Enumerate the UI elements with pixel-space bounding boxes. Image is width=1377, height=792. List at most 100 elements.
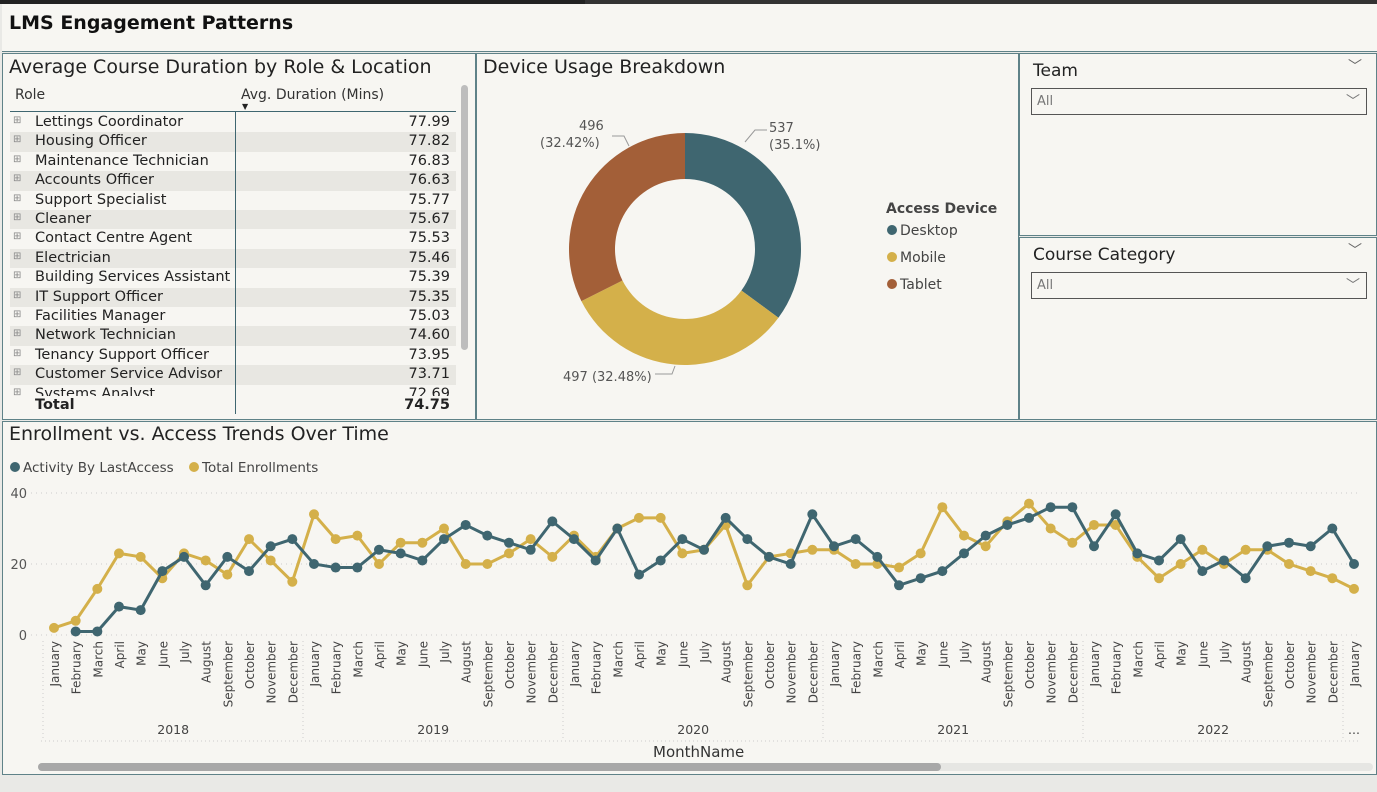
column-header-duration[interactable]: Avg. Duration (Mins) [241,87,385,103]
table-row[interactable]: ⊞ IT Support Officer 75.35 [10,287,456,307]
data-point[interactable] [200,580,211,591]
legend-item-desktop[interactable]: Desktop [887,223,958,239]
legend-item-mobile[interactable]: Mobile [887,250,946,266]
data-point[interactable] [179,551,189,562]
data-point[interactable] [742,534,753,545]
data-point[interactable] [1067,537,1078,548]
data-point[interactable] [785,559,796,569]
data-point[interactable] [1349,583,1359,594]
data-point[interactable] [395,537,406,548]
data-point[interactable] [1089,541,1099,552]
data-point[interactable] [980,541,991,552]
data-point[interactable] [70,626,81,637]
data-point[interactable] [1110,519,1121,530]
data-point[interactable] [1067,502,1078,513]
data-point[interactable] [547,516,558,527]
table-row[interactable]: ⊞ Systems Analyst 72.69 [10,385,456,396]
data-point[interactable] [699,544,709,555]
column-header-role[interactable]: Role [15,87,46,103]
table-row[interactable]: ⊞ Network Technician 74.60 [10,326,456,346]
table-row[interactable]: ⊞ Support Specialist 75.77 [10,191,456,210]
expand-icon[interactable]: ⊞ [13,250,22,262]
data-point[interactable] [634,512,644,523]
data-point[interactable] [569,534,579,545]
data-point[interactable] [439,534,449,545]
expand-icon[interactable]: ⊞ [13,270,22,282]
expand-icon[interactable]: ⊞ [13,134,22,146]
data-point[interactable] [1089,519,1099,530]
table-row[interactable]: ⊞ Maintenance Technician 76.83 [10,152,456,171]
data-point[interactable] [872,551,883,562]
data-point[interactable] [1240,544,1251,555]
data-point[interactable] [460,519,471,530]
team-dropdown[interactable]: All ﹀ [1031,88,1367,115]
table-row[interactable]: ⊞ Cleaner 75.67 [10,210,456,230]
data-point[interactable] [114,548,124,559]
expand-icon[interactable]: ⊞ [13,328,22,340]
data-point[interactable] [309,559,319,569]
data-point[interactable] [634,569,644,580]
data-point[interactable] [1327,573,1338,584]
table-row[interactable]: ⊞ Building Services Assistant 75.39 [10,268,456,287]
table-row[interactable]: ⊞ Accounts Officer 76.63 [10,171,456,191]
data-point[interactable] [677,534,688,545]
data-point[interactable] [1154,555,1164,566]
data-point[interactable] [764,551,774,562]
expand-icon[interactable]: ⊞ [13,309,22,320]
data-point[interactable] [1305,566,1316,577]
data-point[interactable] [222,569,233,580]
expand-icon[interactable]: ⊞ [13,367,22,379]
table-row[interactable]: ⊞ Tenancy Support Officer 73.95 [10,346,456,365]
data-point[interactable] [265,541,276,552]
data-point[interactable] [330,534,341,545]
data-point[interactable] [1132,548,1143,559]
data-point[interactable] [1175,534,1186,545]
data-point[interactable] [114,601,124,612]
data-point[interactable] [1284,537,1294,548]
data-point[interactable] [547,551,558,562]
data-point[interactable] [92,626,103,637]
data-point[interactable] [92,583,103,594]
data-point[interactable] [1002,519,1013,530]
data-point[interactable] [417,537,428,548]
data-point[interactable] [1284,559,1294,569]
data-point[interactable] [1154,573,1164,584]
data-point[interactable] [807,509,818,520]
data-point[interactable] [352,530,363,541]
data-point[interactable] [1262,541,1273,552]
data-point[interactable] [1349,559,1359,569]
data-point[interactable] [894,562,904,573]
data-point[interactable] [1305,541,1316,552]
data-point[interactable] [937,566,948,577]
data-point[interactable] [460,559,471,569]
donut-slice-tablet[interactable] [569,133,685,302]
data-point[interactable] [1024,498,1034,509]
data-point[interactable] [49,622,59,633]
data-point[interactable] [1240,573,1251,584]
data-point[interactable] [655,555,666,566]
data-point[interactable] [1024,512,1034,523]
expand-icon[interactable]: ⊞ [13,153,22,165]
table-row[interactable]: ⊞ Lettings Coordinator 77.99 [10,113,456,132]
data-point[interactable] [980,530,991,541]
expand-icon[interactable]: ⊞ [13,386,22,396]
data-point[interactable] [374,544,384,555]
data-point[interactable] [1110,509,1121,520]
course-category-dropdown[interactable]: All ﹀ [1031,272,1367,299]
expand-icon[interactable]: ⊞ [13,289,22,301]
data-point[interactable] [482,559,493,569]
data-point[interactable] [850,559,861,569]
data-point[interactable] [70,615,81,626]
data-point[interactable] [287,534,298,545]
data-point[interactable] [352,562,363,573]
legend-item-activity[interactable]: Activity By LastAccess [10,460,174,476]
data-point[interactable] [959,548,969,559]
data-point[interactable] [655,512,666,523]
data-point[interactable] [330,562,341,573]
data-point[interactable] [1219,555,1229,566]
data-point[interactable] [287,576,298,587]
data-point[interactable] [135,605,146,616]
donut-slice-desktop[interactable] [685,133,801,318]
data-point[interactable] [1045,523,1056,534]
data-point[interactable] [720,512,731,523]
